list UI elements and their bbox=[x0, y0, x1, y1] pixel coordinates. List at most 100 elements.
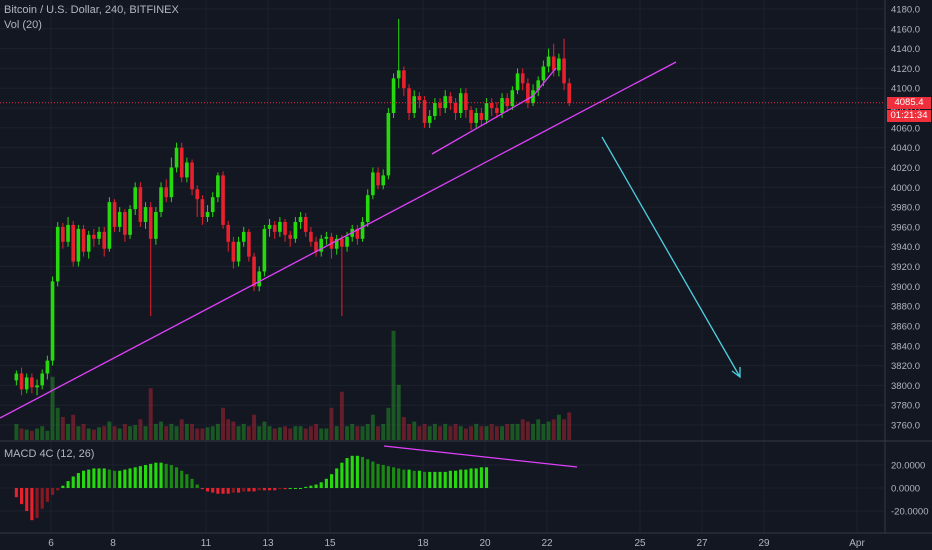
macd-bar bbox=[71, 476, 75, 488]
candle-body bbox=[458, 93, 463, 113]
price-tick-label: 4140.0 bbox=[891, 44, 920, 55]
time-tick-label: 11 bbox=[201, 538, 212, 549]
macd-bar bbox=[25, 488, 29, 511]
macd-bar bbox=[443, 471, 447, 488]
volume-bar bbox=[298, 426, 303, 440]
volume-bar bbox=[484, 426, 489, 440]
macd-bar bbox=[417, 470, 421, 488]
projection-arrow[interactable] bbox=[601, 136, 741, 378]
candle-body bbox=[360, 221, 365, 239]
price-tick-label: 3980.0 bbox=[891, 203, 920, 214]
volume-bar bbox=[458, 426, 463, 440]
macd-bar bbox=[128, 468, 132, 488]
candle-body bbox=[324, 236, 329, 239]
axes bbox=[0, 0, 932, 534]
macd-bar bbox=[242, 488, 246, 492]
price-tick-label: 4180.0 bbox=[891, 5, 920, 16]
macd-bar bbox=[423, 471, 427, 488]
volume-bar bbox=[308, 426, 313, 440]
ascending-trendline[interactable] bbox=[0, 61, 677, 419]
macd-bar bbox=[314, 484, 318, 488]
candle-body bbox=[345, 236, 349, 247]
candle-body bbox=[489, 103, 494, 109]
macd-bar bbox=[190, 478, 194, 488]
macd-bar bbox=[87, 469, 91, 488]
macd-bar bbox=[469, 468, 473, 488]
rising-wedge-lower-line[interactable] bbox=[431, 95, 534, 155]
macd-bar bbox=[350, 455, 354, 488]
volume-bar bbox=[45, 430, 50, 440]
macd-bar bbox=[340, 462, 344, 488]
price-tick-label: 4100.0 bbox=[891, 84, 920, 95]
macd-bar bbox=[97, 468, 101, 488]
volume-bar bbox=[469, 426, 474, 440]
macd-bar bbox=[304, 486, 308, 488]
candle-body bbox=[365, 195, 370, 222]
macd-bar bbox=[154, 462, 158, 488]
price-tick-label: 4080.0 bbox=[891, 104, 920, 115]
volume-bar bbox=[76, 426, 81, 440]
candle-body bbox=[117, 212, 122, 227]
time-tick-label: 25 bbox=[634, 538, 646, 549]
volume-bar bbox=[541, 423, 546, 440]
macd-divergence-line[interactable] bbox=[383, 445, 578, 468]
price-tick-label: 4000.0 bbox=[891, 183, 920, 194]
price-tick-label: 3780.0 bbox=[891, 401, 920, 412]
volume-bar bbox=[257, 426, 262, 440]
candle-body bbox=[355, 228, 360, 239]
candle-body bbox=[35, 385, 39, 388]
macd-bar bbox=[459, 469, 463, 488]
macd-bar bbox=[237, 488, 241, 493]
volume-bar bbox=[122, 423, 127, 440]
volume-bar bbox=[562, 419, 567, 440]
candle-body bbox=[340, 238, 344, 247]
volume-bar bbox=[474, 423, 479, 440]
candle-body bbox=[81, 228, 86, 252]
macd-bar bbox=[299, 488, 303, 489]
macd-bar bbox=[324, 478, 328, 488]
volume-bar bbox=[515, 423, 520, 440]
candle-body bbox=[417, 96, 422, 101]
macd-bar bbox=[159, 462, 163, 488]
macd-bar bbox=[175, 467, 179, 488]
volume-bar bbox=[391, 330, 396, 440]
price-tick-label: 3940.0 bbox=[891, 242, 920, 253]
candle-body bbox=[164, 187, 169, 198]
macd-bar bbox=[433, 471, 437, 488]
volume-bar bbox=[205, 427, 210, 440]
volume-bar bbox=[283, 426, 288, 440]
candle-body bbox=[422, 100, 427, 123]
macd-bar bbox=[221, 488, 225, 494]
candle-body bbox=[469, 110, 473, 123]
price-tick-label: 3800.0 bbox=[891, 381, 920, 392]
candle-body bbox=[97, 231, 101, 239]
candle-body bbox=[112, 202, 117, 227]
time-tick-label: 20 bbox=[479, 538, 491, 549]
volume-bar bbox=[35, 428, 40, 440]
macd-bar bbox=[195, 484, 199, 488]
volume-bar bbox=[66, 423, 71, 440]
time-tick-label: 27 bbox=[696, 538, 708, 549]
time-tick-label: Apr bbox=[849, 538, 865, 549]
macd-bar bbox=[479, 467, 483, 488]
rising-wedge-upper-line[interactable] bbox=[532, 67, 557, 97]
macd-bar bbox=[138, 466, 142, 488]
volume-bar bbox=[303, 428, 308, 440]
candle-body bbox=[443, 96, 448, 109]
candle-body bbox=[510, 90, 515, 107]
candle-body bbox=[14, 373, 19, 381]
candle-countdown-tag: 01:21:34 bbox=[887, 109, 931, 122]
macd-bar bbox=[82, 470, 86, 488]
candle-body bbox=[402, 70, 406, 89]
price-tick-label: 3840.0 bbox=[891, 341, 920, 352]
volume-bar bbox=[339, 391, 344, 440]
macd-bar bbox=[330, 474, 334, 488]
volume-bar bbox=[386, 407, 391, 440]
volume-bar bbox=[314, 423, 319, 440]
macd-bar bbox=[45, 488, 49, 502]
macd-bar bbox=[247, 488, 251, 492]
chart-title: Bitcoin / U.S. Dollar, 240, BITFINEX bbox=[4, 4, 179, 16]
macd-bar bbox=[309, 485, 313, 488]
macd-bar bbox=[149, 463, 153, 488]
